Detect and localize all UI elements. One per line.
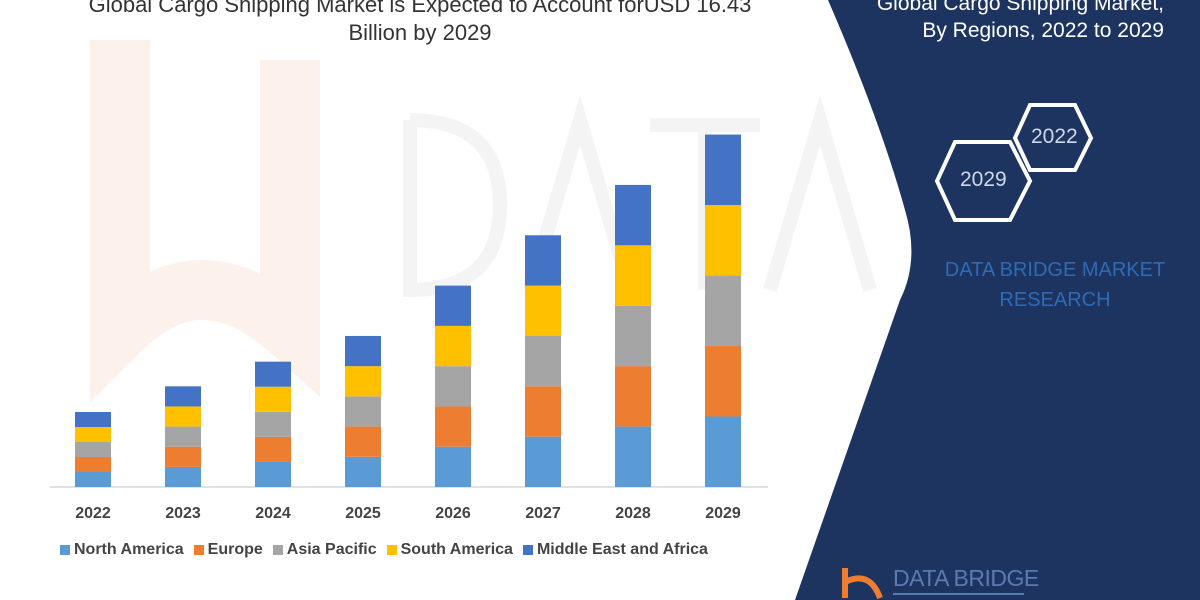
legend-label: South America — [400, 541, 513, 558]
brand-text: DATA BRIDGE MARKET RESEARCH — [905, 255, 1200, 315]
panel-title: Global Cargo Shipping Market, By Regions… — [814, 0, 1164, 44]
legend-label: Asia Pacific — [286, 541, 377, 558]
bar-segment-2027-middle-east-and-africa — [525, 235, 561, 286]
bar-segment-2023-europe — [165, 446, 201, 467]
x-tick-label: 2023 — [165, 505, 201, 522]
bar-segment-2024-middle-east-and-africa — [255, 361, 291, 387]
bar-segment-2029-north-america — [705, 416, 741, 487]
bar-segment-2022-europe — [75, 457, 111, 473]
bar-segment-2028-middle-east-and-africa — [615, 184, 651, 246]
bar-segment-2027-europe — [525, 386, 561, 437]
stacked-bar-chart: 2022 2023 2024 2025 2026 2027 2028 2029 — [50, 134, 768, 522]
bar-segment-2025-asia-pacific — [345, 396, 381, 427]
bar-segment-2028-europe — [615, 366, 651, 427]
bar-segment-2024-europe — [255, 436, 291, 462]
title-line-1: Global Cargo Shipping Market is Expected… — [88, 0, 752, 17]
bar-segment-2023-middle-east-and-africa — [165, 386, 201, 407]
legend: North America Europe Asia Pacific South Ame… — [60, 541, 708, 559]
badge-2029: 2029 — [960, 168, 1007, 191]
legend-swatch — [386, 545, 397, 555]
legend-item: South America — [386, 541, 513, 559]
bar-segment-2027-south-america — [525, 285, 561, 336]
bar-segment-2022-asia-pacific — [75, 442, 111, 458]
bar-segment-2026-middle-east-and-africa — [435, 285, 471, 326]
bar-segment-2026-south-america — [435, 325, 471, 367]
panel-title-line-2: By Regions, 2022 to 2029 — [922, 19, 1164, 42]
title-line-2: Billion by 2029 — [348, 20, 492, 45]
legend-swatch — [272, 545, 283, 555]
bar-segment-2023-south-america — [165, 406, 201, 427]
legend-swatch — [193, 545, 204, 555]
bar-segment-2025-north-america — [345, 456, 381, 487]
bar-segment-2029-europe — [705, 346, 741, 417]
legend-label: Middle East and Africa — [536, 541, 708, 558]
hexagon-2029 — [934, 140, 1033, 222]
x-tick-label: 2022 — [75, 505, 111, 522]
bar-segment-2023-north-america — [165, 466, 201, 487]
x-tick-label: 2028 — [615, 505, 651, 522]
legend-item: Asia Pacific — [272, 541, 377, 559]
bar-segment-2022-middle-east-and-africa — [75, 412, 111, 428]
x-tick-label: 2025 — [345, 505, 381, 522]
logo-text: DATA BRIDGE — [893, 565, 1039, 591]
logo-icon — [842, 568, 883, 600]
legend-swatch — [60, 545, 70, 555]
bar-segment-2026-north-america — [435, 446, 471, 487]
bar-segment-2024-south-america — [255, 386, 291, 412]
chart-title: Global Cargo Shipping Market is Expected… — [40, 0, 800, 47]
bar-segment-2026-europe — [435, 406, 471, 447]
legend-item: North America — [60, 541, 184, 559]
bar-segment-2022-north-america — [75, 472, 111, 487]
bar-segment-2028-north-america — [615, 426, 651, 487]
bar-segment-2024-north-america — [255, 461, 291, 487]
x-tick-label: 2027 — [525, 505, 561, 522]
legend-label: North America — [74, 541, 184, 558]
bar-segment-2029-south-america — [705, 205, 741, 276]
bar-segment-2027-north-america — [525, 436, 561, 487]
badge-2022: 2022 — [1031, 125, 1078, 148]
brand-line-2: RESEARCH — [999, 289, 1111, 311]
bar-segment-2025-middle-east-and-africa — [345, 335, 381, 367]
x-tick-label: 2026 — [435, 505, 471, 522]
x-tick-label: 2029 — [705, 505, 741, 522]
bar-segment-2024-asia-pacific — [255, 411, 291, 437]
bar-segment-2029-middle-east-and-africa — [705, 134, 741, 206]
legend-label: Europe — [207, 541, 263, 558]
bar-segment-2025-south-america — [345, 366, 381, 397]
bar-segment-2028-south-america — [615, 245, 651, 306]
legend-item: Middle East and Africa — [522, 541, 708, 559]
hexagon-2022 — [1012, 103, 1094, 172]
bar-segment-2027-asia-pacific — [525, 335, 561, 387]
panel-title-line-1: Global Cargo Shipping Market, — [876, 0, 1164, 15]
bar-segment-2026-asia-pacific — [435, 366, 471, 407]
bar-segment-2029-asia-pacific — [705, 275, 741, 347]
bar-segment-2023-asia-pacific — [165, 426, 201, 447]
bar-segment-2022-south-america — [75, 427, 111, 443]
bar-segment-2028-asia-pacific — [615, 305, 651, 367]
legend-item: Europe — [193, 541, 263, 559]
x-tick-label: 2024 — [255, 505, 291, 522]
bar-segment-2025-europe — [345, 426, 381, 457]
legend-swatch — [522, 545, 533, 555]
brand-line-1: DATA BRIDGE MARKET — [944, 259, 1166, 281]
